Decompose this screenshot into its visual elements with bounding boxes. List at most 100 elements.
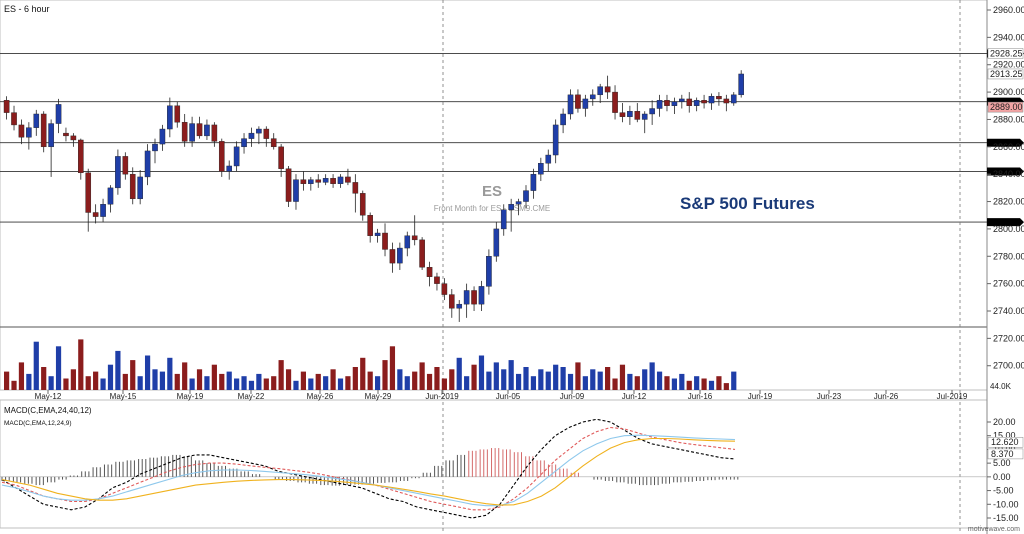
volume-bar: [33, 341, 39, 390]
price-tick-label: 2880.00: [993, 114, 1024, 124]
candle-body: [270, 138, 277, 148]
candle-body: [137, 176, 143, 200]
volume-bar: [634, 376, 640, 390]
candle-body: [404, 235, 411, 249]
candle-body: [649, 108, 655, 115]
volume-bar: [300, 371, 306, 390]
candle-body: [582, 98, 589, 109]
volume-bar: [426, 373, 433, 390]
volume-bar: [271, 376, 277, 390]
volume-bar: [130, 360, 136, 390]
macd-series-line: [1, 434, 736, 507]
price-label-box: [987, 48, 1024, 59]
candle-body: [345, 176, 351, 183]
volume-bar: [174, 373, 180, 390]
price-tick-label: 2760.00: [993, 279, 1024, 289]
volume-bar: [582, 376, 588, 390]
candle-body: [129, 173, 136, 200]
volume-bar: [360, 357, 366, 390]
macd-series-line: [1, 437, 736, 506]
candle-body: [256, 128, 262, 134]
volume-bar: [679, 373, 685, 390]
volume-bar: [352, 367, 358, 390]
candle-body: [352, 182, 359, 194]
volume-bar: [26, 373, 32, 390]
date-axis: May-12 May-15 May-19 May-22 May-26 May-29 Jun-…: [35, 390, 968, 401]
macd-series-line: [1, 418, 736, 519]
price-tick-label: 2720.00: [993, 333, 1024, 343]
candle-body: [100, 204, 106, 217]
candle-body: [92, 212, 99, 217]
price-tick-label: 2920.00: [993, 60, 1024, 70]
level-marker: [987, 167, 1024, 176]
candle-body: [441, 283, 448, 295]
candle-body: [471, 290, 477, 305]
volume-bar: [204, 376, 210, 390]
volume-bar: [731, 371, 737, 390]
candle-body: [730, 94, 737, 104]
candle-body: [278, 146, 284, 169]
volume-bar: [575, 362, 581, 390]
volume-bar: [345, 376, 351, 390]
date-tick-label: Jun-16: [688, 392, 713, 401]
volume-bar: [78, 339, 84, 390]
candle-body: [196, 123, 203, 137]
candle-body: [486, 256, 492, 287]
volume-bar: [597, 371, 603, 390]
date-tick-label: May-19: [177, 392, 204, 401]
candle-body: [85, 172, 92, 213]
volume-bar: [18, 362, 25, 390]
candle-body: [656, 100, 663, 109]
date-tick-label: Jun-09: [560, 392, 585, 401]
volume-bar: [649, 362, 655, 390]
volume-bar: [619, 364, 626, 390]
footer-watermark: motivewave.com: [968, 526, 1020, 533]
volume-bar: [493, 362, 499, 390]
volume-bar: [256, 373, 262, 390]
volume-bar: [375, 376, 381, 390]
candle-body: [33, 113, 40, 128]
candle-body: [322, 178, 329, 183]
candle-body: [693, 100, 700, 106]
volume-bar: [137, 376, 143, 390]
candle-body: [560, 113, 566, 126]
volume-bar: [515, 373, 522, 390]
candle-body: [315, 179, 322, 183]
watermark-symbol: ES: [482, 183, 502, 200]
candle-body: [70, 135, 77, 141]
price-tick-label: 2900.00: [993, 87, 1024, 97]
date-tick-label: May-26: [307, 392, 334, 401]
price-tick-label: 2840.00: [993, 169, 1024, 179]
candle-body: [508, 204, 514, 210]
candle-body: [174, 105, 181, 123]
date-tick-label: Jun-23: [817, 392, 842, 401]
candle-body: [248, 132, 255, 139]
candle-body: [708, 95, 715, 104]
candle-body: [152, 143, 158, 152]
volume-bar: [278, 360, 284, 390]
volume-bar: [389, 346, 396, 390]
volume-bar: [605, 367, 611, 390]
level-marker: [987, 218, 1024, 227]
candle-body: [523, 190, 529, 202]
volume-bar: [382, 360, 388, 390]
volume-bar: [478, 355, 485, 390]
volume-bar: [323, 376, 329, 390]
candle-body: [545, 154, 552, 164]
price-tick-label: 2740.00: [993, 306, 1024, 316]
macd-tick-label: 15.00: [993, 431, 1016, 441]
volume-bar: [508, 360, 514, 390]
candle-body: [77, 139, 84, 174]
volume-bar: [471, 364, 477, 390]
date-separators: [442, 0, 961, 534]
candle-body: [374, 232, 381, 236]
price-tick-label: 2700.00: [993, 361, 1024, 371]
price-tick-label: 2940.00: [993, 32, 1024, 42]
volume-bar: [285, 369, 292, 390]
candle-body: [723, 98, 730, 104]
annotation-label: S&P 500 Futures: [680, 194, 815, 213]
volume-bar: [656, 371, 663, 390]
date-tick-label: Jul-2019: [937, 392, 968, 401]
candle-body: [604, 86, 611, 93]
chart-symbol-label: ES - 6 hour: [4, 4, 50, 14]
